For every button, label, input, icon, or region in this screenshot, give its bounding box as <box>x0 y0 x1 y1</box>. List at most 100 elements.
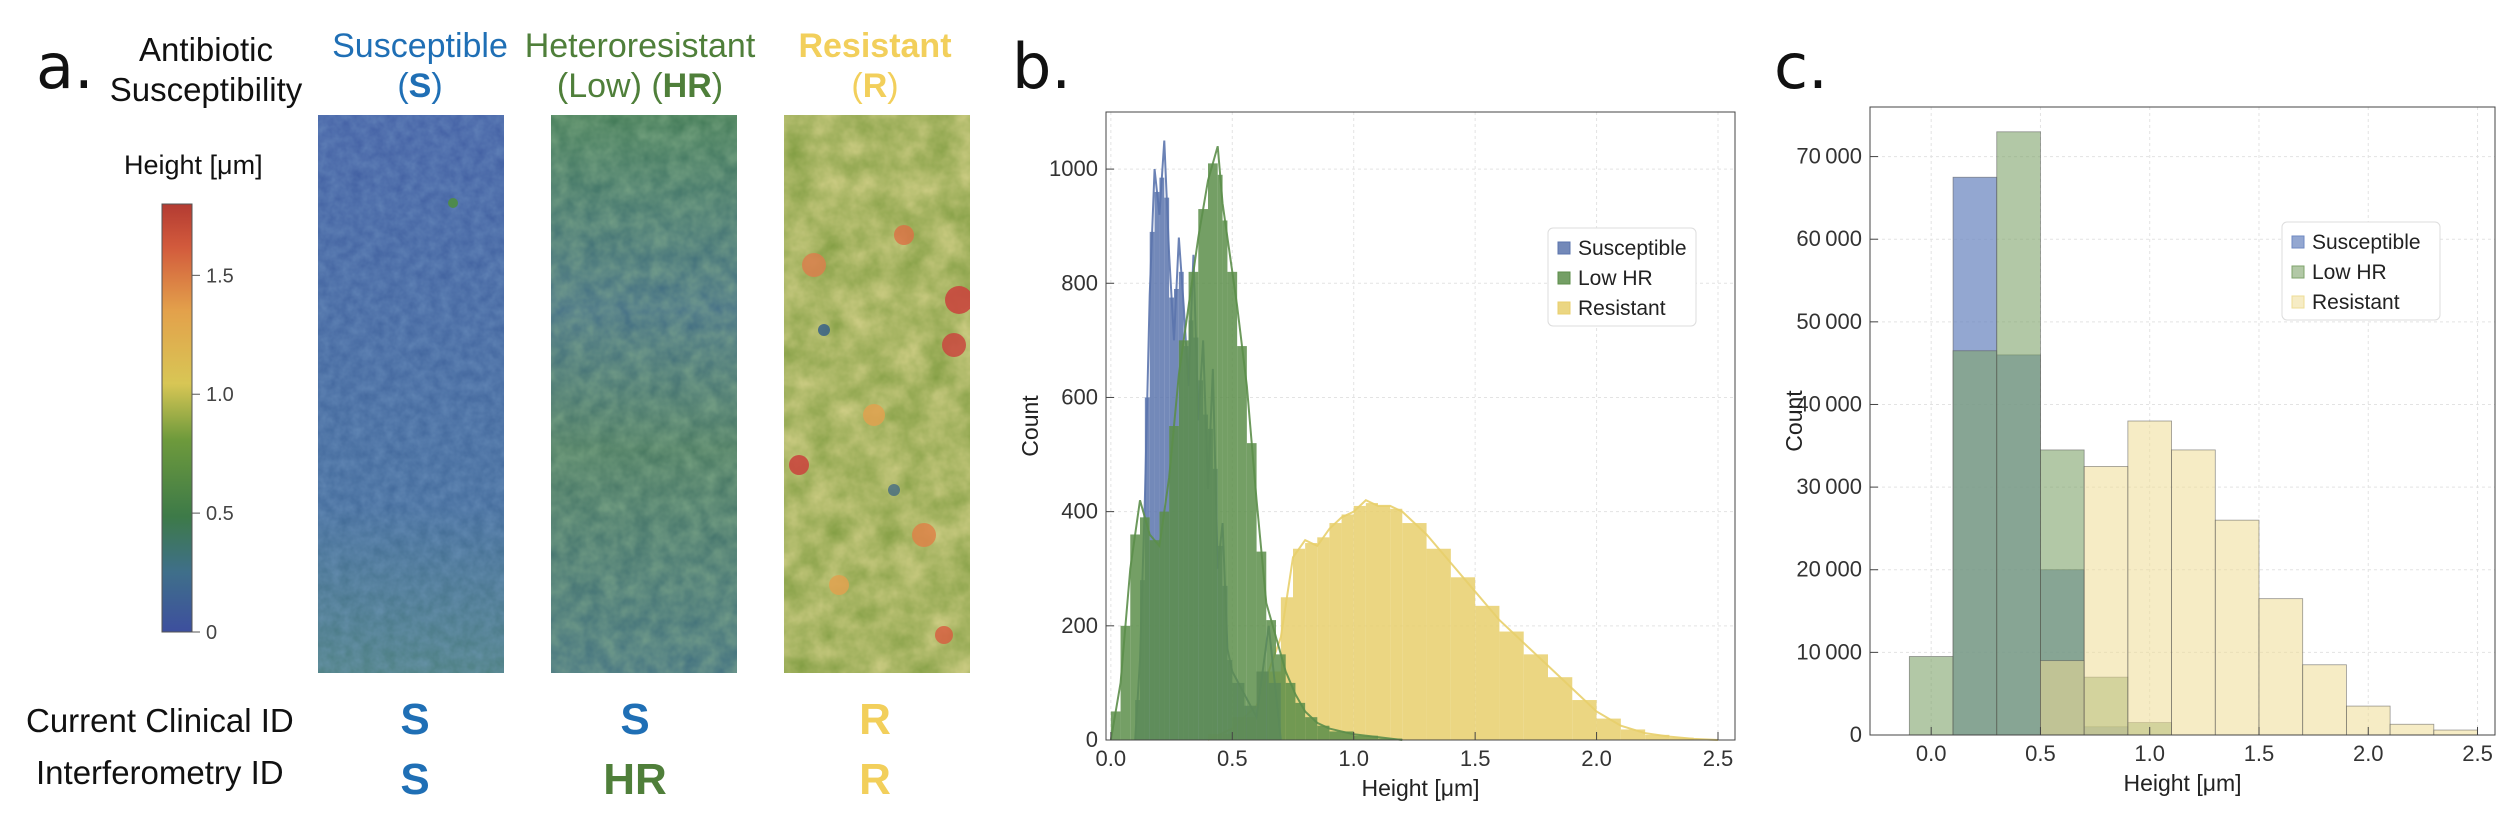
y-tick-label: 0 <box>1086 727 1098 752</box>
hist-bar <box>1188 271 1199 740</box>
hist-bar <box>1110 711 1121 740</box>
hist-bar <box>1140 517 1150 740</box>
hist-bar <box>1295 702 1306 740</box>
series-resistant <box>1207 499 1719 741</box>
hist-bar <box>1475 605 1500 740</box>
colorbar-tick-label: 1.0 <box>206 384 234 406</box>
chart-b-legend: Susceptible Low HR Resistant <box>1547 227 1697 327</box>
panel-b-letter: b. <box>1012 30 1072 103</box>
hist-bar <box>1246 443 1257 740</box>
hist-bar <box>2083 466 2129 736</box>
x-tick-label: 0.5 <box>2025 741 2056 766</box>
header-heteroresistant-line2: (Low) (HR) <box>556 67 724 105</box>
hist-bar <box>1353 735 1378 740</box>
legend-label-resistant: Resistant <box>1578 297 1666 320</box>
legend-swatch-low-hr <box>2291 265 2305 279</box>
clinical-id-susceptible: S <box>400 695 430 744</box>
y-tick-label: 600 <box>1061 384 1098 409</box>
header-resistant-line2: (R) <box>851 67 899 105</box>
header-resistant-line1: Resistant <box>798 27 952 65</box>
hist-bar <box>2171 449 2216 736</box>
y-tick-label: 20 000 <box>1796 557 1862 582</box>
hist-bar <box>2258 598 2304 736</box>
legend-swatch-resistant <box>1557 301 1571 315</box>
height-map-susceptible <box>318 115 504 673</box>
colorbar-gradient <box>161 203 193 633</box>
interferometry-id-susceptible: S <box>400 755 430 804</box>
interferometry-id-heteroresistant: HR <box>603 755 667 804</box>
colorbar-tick-label: 0.5 <box>206 503 234 525</box>
header-heteroresistant: Heteroresistant (Low) (HR) <box>510 26 770 106</box>
hist-bar <box>1227 271 1238 740</box>
row-label-clinical-id: Current Clinical ID <box>26 702 294 739</box>
hist-bar <box>1159 177 1165 740</box>
hist-bar <box>1198 209 1208 740</box>
hist-bar <box>1572 700 1597 740</box>
legend-swatch-susceptible <box>2291 235 2305 249</box>
chart-c-y-axis-title: Count <box>1781 390 1807 452</box>
legend-label-susceptible: Susceptible <box>1578 237 1687 260</box>
x-tick-label: 1.5 <box>1460 746 1491 771</box>
hist-bar <box>1305 717 1318 740</box>
header-susceptible: Susceptible (S) <box>300 26 540 106</box>
chart-c-y-axis: 0 10 000 20 000 30 000 40 000 50 000 60 000 70 … <box>1796 144 1878 747</box>
colorbar: 0 0.5 1.0 1.5 <box>161 203 234 644</box>
y-tick-label: 800 <box>1061 270 1098 295</box>
y-tick-label: 400 <box>1061 499 1098 524</box>
hist-bar <box>1120 625 1131 740</box>
hist-bar <box>1596 718 1621 740</box>
x-tick-label: 0.0 <box>1096 746 1127 771</box>
x-tick-label: 2.5 <box>1703 746 1734 771</box>
x-tick-label: 1.0 <box>2134 741 2165 766</box>
hist-bar <box>1669 737 1694 740</box>
legend-swatch-resistant <box>2291 295 2305 309</box>
hist-outline <box>1109 145 1403 741</box>
row-label-interferometry-id: Interferometry ID <box>36 754 284 791</box>
susceptibility-label-line2: Susceptibility <box>109 71 303 108</box>
hist-bar <box>1353 505 1366 740</box>
chart-b-x-axis: 0.0 0.5 1.0 1.5 2.0 2.5 <box>1096 732 1734 771</box>
hist-bar <box>2127 420 2172 736</box>
hist-bar <box>2214 519 2260 736</box>
legend-swatch-low-hr <box>1557 271 1571 285</box>
y-tick-label: 0 <box>1850 722 1862 747</box>
hist-bar <box>1620 729 1646 740</box>
colorbar-tick-label: 0 <box>206 622 217 644</box>
plot-frame <box>1869 106 2496 736</box>
legend-label-low-hr: Low HR <box>2312 261 2387 284</box>
hist-bar <box>1222 220 1228 740</box>
interferometry-id-resistant: R <box>859 755 891 804</box>
hist-bar <box>1169 426 1179 740</box>
hist-bar <box>1266 620 1276 740</box>
clinical-id-resistant: R <box>859 695 891 744</box>
hist-bar <box>1149 540 1160 740</box>
x-tick-label: 0.0 <box>1916 741 1947 766</box>
x-tick-label: 2.0 <box>1581 746 1612 771</box>
y-tick-label: 70 000 <box>1796 144 1862 169</box>
hist-bar <box>1365 503 1378 740</box>
y-tick-label: 10 000 <box>1796 639 1862 664</box>
hist-bar <box>1154 191 1160 741</box>
x-tick-label: 1.5 <box>2244 741 2275 766</box>
x-tick-label: 0.5 <box>1217 746 1248 771</box>
clinical-id-heteroresistant: S <box>620 695 650 744</box>
hist-bar <box>1645 734 1670 740</box>
chart-b-x-axis-title: Height [μm] <box>1361 775 1479 801</box>
hist-bar <box>1548 677 1573 740</box>
y-tick-label: 1000 <box>1049 156 1098 181</box>
plot-frame <box>1105 111 1736 741</box>
header-susceptible-line2: (S) <box>397 67 443 105</box>
x-tick-label: 2.5 <box>2462 741 2493 766</box>
x-tick-label: 1.0 <box>1338 746 1369 771</box>
panel-c-letter: c. <box>1774 30 1828 103</box>
hist-bar <box>1285 682 1296 740</box>
y-tick-label: 50 000 <box>1796 309 1862 334</box>
colorbar-title: Height [μm] <box>124 150 263 180</box>
legend-label-low-hr: Low HR <box>1578 267 1653 290</box>
hist-bar <box>2433 729 2478 736</box>
y-tick-label: 200 <box>1061 613 1098 638</box>
hist-bar <box>2389 723 2435 736</box>
legend-label-susceptible: Susceptible <box>2312 231 2421 254</box>
hist-bar <box>2040 660 2085 736</box>
header-resistant: Resistant (R) <box>760 26 990 106</box>
